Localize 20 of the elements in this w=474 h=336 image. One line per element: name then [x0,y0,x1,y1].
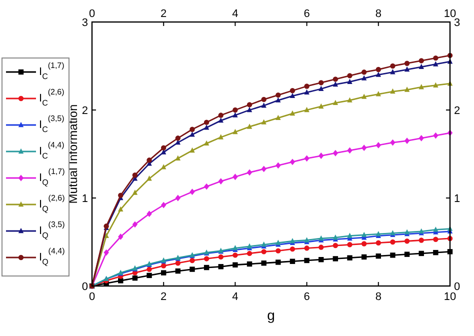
x-tick-label: 10 [444,8,456,20]
y-tick-label: 0 [82,281,88,293]
y-tick-label: 2 [82,105,88,117]
x-tick-label: 2 [160,8,167,20]
y2-tick-label: 3 [454,17,460,29]
y2-tick-label: 0 [454,281,460,293]
y-tick-label: 1 [82,193,88,205]
x-tick-label: 6 [304,8,310,20]
x-tick-label: 8 [375,8,382,20]
y2-tick-label: 2 [454,105,460,117]
x2-tick-label: 8 [375,291,382,303]
y-tick-label: 3 [82,17,88,29]
y-axis-title: Mutual Information [66,104,80,204]
x2-tick-label: 6 [304,291,310,303]
x2-tick-label: 10 [444,291,456,303]
x2-tick-label: 2 [160,291,167,303]
x-tick-label: 4 [232,8,238,20]
y2-tick-label: 1 [454,193,460,205]
x-axis-title: g [267,307,275,323]
x2-tick-label: 4 [232,291,238,303]
